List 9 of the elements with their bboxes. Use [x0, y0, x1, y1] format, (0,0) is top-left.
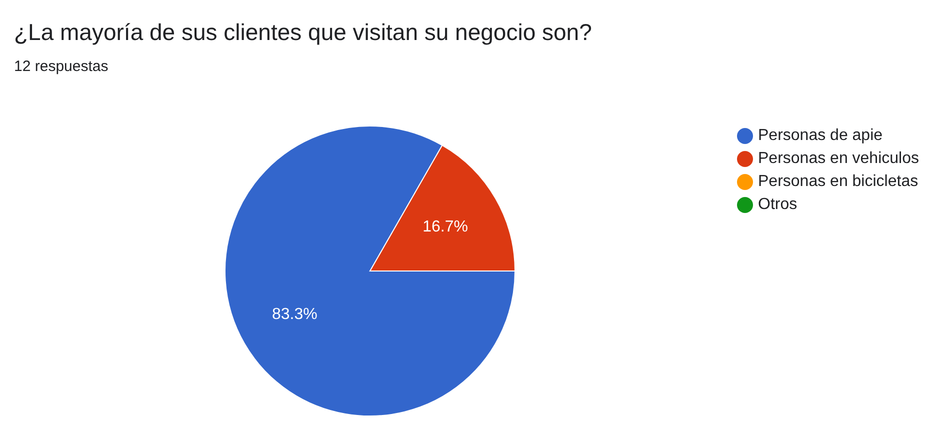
- data-label: 83.3%: [272, 306, 318, 323]
- pie-slice: [224, 126, 516, 416]
- legend-label: Personas en vehiculos: [758, 150, 919, 168]
- text: 12 respuestas: [14, 58, 108, 75]
- legend-label: Otros: [758, 196, 798, 214]
- legend-label: Personas en bicicletas: [758, 173, 918, 190]
- data-label: 16.7%: [422, 218, 468, 236]
- legend-label: Personas de apie: [758, 127, 883, 144]
- chart-title: ¿La mayoría de sus clientes que visitan su negocio son?: [14, 19, 592, 45]
